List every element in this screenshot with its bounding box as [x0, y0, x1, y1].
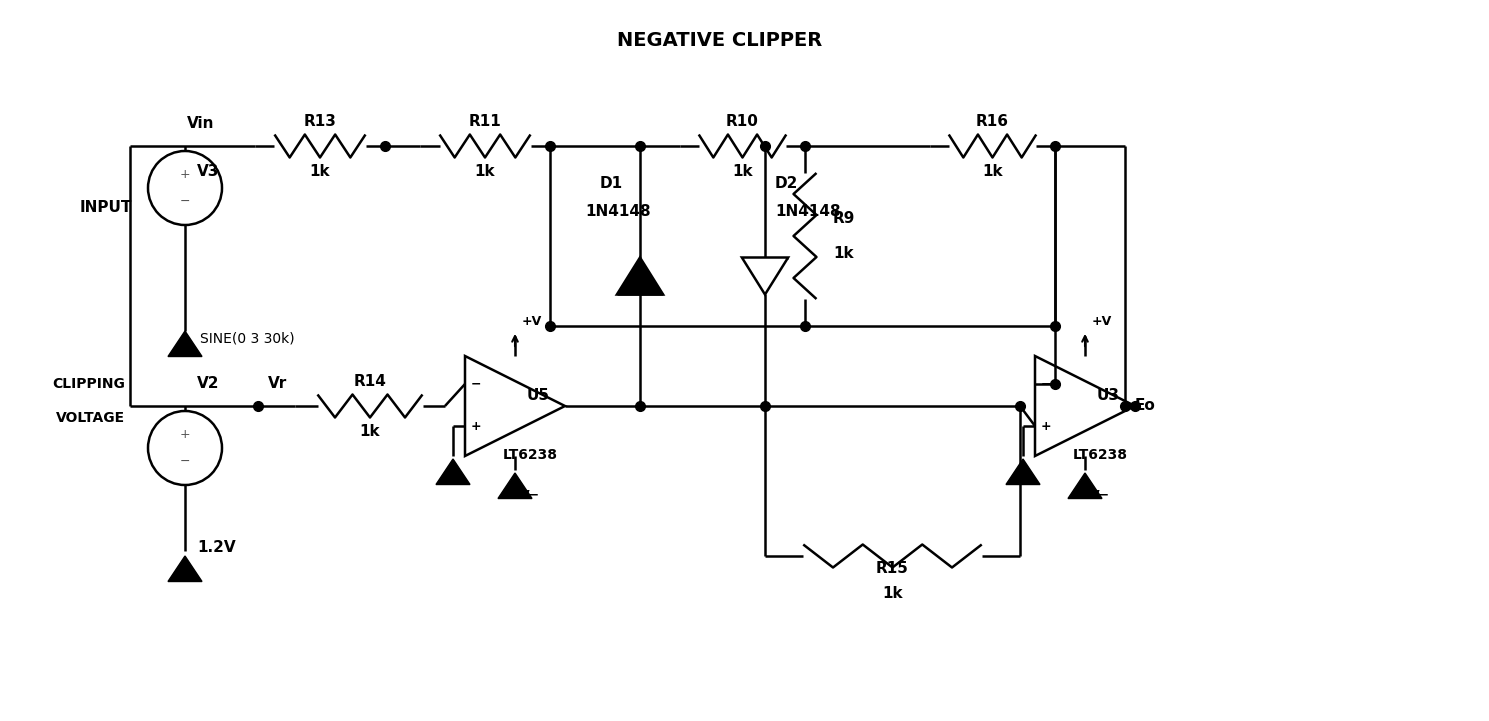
Polygon shape — [168, 331, 203, 356]
Text: 1k: 1k — [360, 423, 380, 438]
Polygon shape — [742, 257, 788, 294]
Text: 1k: 1k — [310, 164, 331, 179]
Text: U5: U5 — [527, 389, 549, 404]
Text: U3: U3 — [1097, 389, 1120, 404]
Text: LT6238: LT6238 — [1074, 448, 1129, 462]
Polygon shape — [168, 556, 203, 582]
Text: INPUT: INPUT — [79, 200, 133, 216]
Text: CLIPPING: CLIPPING — [52, 377, 125, 391]
Text: 1N4148: 1N4148 — [585, 203, 651, 218]
Text: V2: V2 — [197, 376, 219, 392]
Text: D1: D1 — [600, 177, 622, 192]
Text: LT6238: LT6238 — [503, 448, 558, 462]
Text: Vr: Vr — [268, 376, 287, 392]
Polygon shape — [497, 473, 532, 498]
Polygon shape — [1068, 473, 1102, 498]
Text: 1k: 1k — [832, 247, 853, 262]
Text: R9: R9 — [832, 211, 855, 226]
Text: +V: +V — [523, 315, 542, 328]
Text: 1k: 1k — [733, 164, 753, 179]
Text: R14: R14 — [353, 373, 387, 389]
Text: −: − — [180, 454, 191, 467]
Text: +: + — [180, 428, 191, 441]
Text: R16: R16 — [975, 113, 1010, 128]
Text: 1.2V: 1.2V — [197, 541, 235, 555]
Polygon shape — [616, 257, 663, 294]
Text: R11: R11 — [469, 113, 502, 128]
Text: V−: V− — [520, 489, 541, 502]
Text: 1k: 1k — [881, 586, 902, 601]
Text: V−: V− — [1090, 489, 1111, 502]
Text: NEGATIVE CLIPPER: NEGATIVE CLIPPER — [618, 31, 822, 50]
Text: 1N4148: 1N4148 — [774, 203, 841, 218]
Text: VOLTAGE: VOLTAGE — [57, 411, 125, 425]
Text: V3: V3 — [197, 164, 219, 179]
Text: Eo: Eo — [1135, 399, 1155, 414]
Text: +: + — [471, 420, 481, 433]
Text: −: − — [1041, 378, 1051, 391]
Polygon shape — [436, 459, 471, 485]
Text: R15: R15 — [876, 561, 908, 576]
Text: 1k: 1k — [475, 164, 496, 179]
Text: R13: R13 — [304, 113, 337, 128]
Text: 1k: 1k — [983, 164, 1002, 179]
Text: D2: D2 — [774, 177, 798, 192]
Text: Vin: Vin — [188, 117, 214, 131]
Text: −: − — [471, 378, 481, 391]
Text: R10: R10 — [727, 113, 759, 128]
Text: −: − — [180, 195, 191, 208]
Text: SINE(0 3 30k): SINE(0 3 30k) — [200, 331, 295, 345]
Text: +: + — [180, 167, 191, 180]
Polygon shape — [1007, 459, 1039, 485]
Text: +: + — [1041, 420, 1051, 433]
Text: +V: +V — [1091, 315, 1112, 328]
